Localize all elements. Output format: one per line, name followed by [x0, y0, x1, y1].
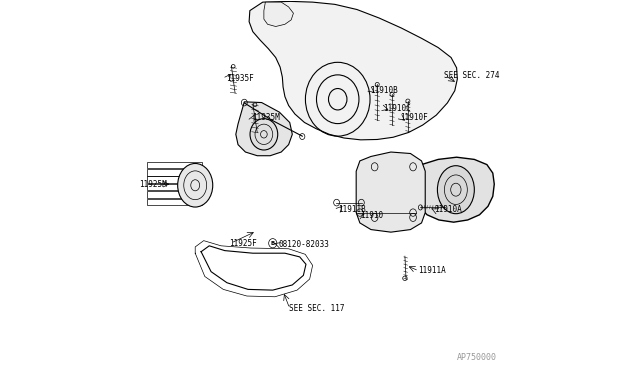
Bar [147, 184, 202, 190]
Text: 08120-82033: 08120-82033 [278, 240, 330, 249]
Text: 11910: 11910 [360, 211, 383, 220]
Ellipse shape [437, 166, 474, 214]
Text: 11910C: 11910C [383, 104, 412, 113]
Text: 11935F: 11935F [226, 74, 253, 83]
Polygon shape [236, 102, 292, 156]
Text: 11911B: 11911B [338, 205, 365, 215]
Bar [147, 176, 202, 183]
Text: 11925M: 11925M [139, 180, 167, 189]
Text: 11925F: 11925F [230, 239, 257, 248]
Text: B: B [271, 241, 275, 246]
Ellipse shape [178, 163, 212, 207]
Bar [147, 161, 202, 168]
Bar [147, 169, 202, 176]
Polygon shape [264, 2, 293, 26]
Text: 11911A: 11911A [418, 266, 445, 275]
Text: AP750000: AP750000 [456, 353, 497, 362]
Text: 11935M: 11935M [252, 113, 280, 122]
Text: SEE SEC. 117: SEE SEC. 117 [289, 304, 344, 313]
Bar [147, 191, 202, 198]
Ellipse shape [269, 238, 277, 248]
Text: 11910B: 11910B [370, 86, 397, 94]
Text: 11910A: 11910A [434, 205, 461, 215]
Text: 11910F: 11910F [401, 113, 428, 122]
Polygon shape [416, 157, 494, 222]
Text: SEE SEC. 274: SEE SEC. 274 [444, 71, 499, 80]
Polygon shape [249, 1, 458, 140]
Polygon shape [356, 152, 425, 232]
Ellipse shape [250, 119, 278, 150]
Bar [147, 199, 202, 205]
